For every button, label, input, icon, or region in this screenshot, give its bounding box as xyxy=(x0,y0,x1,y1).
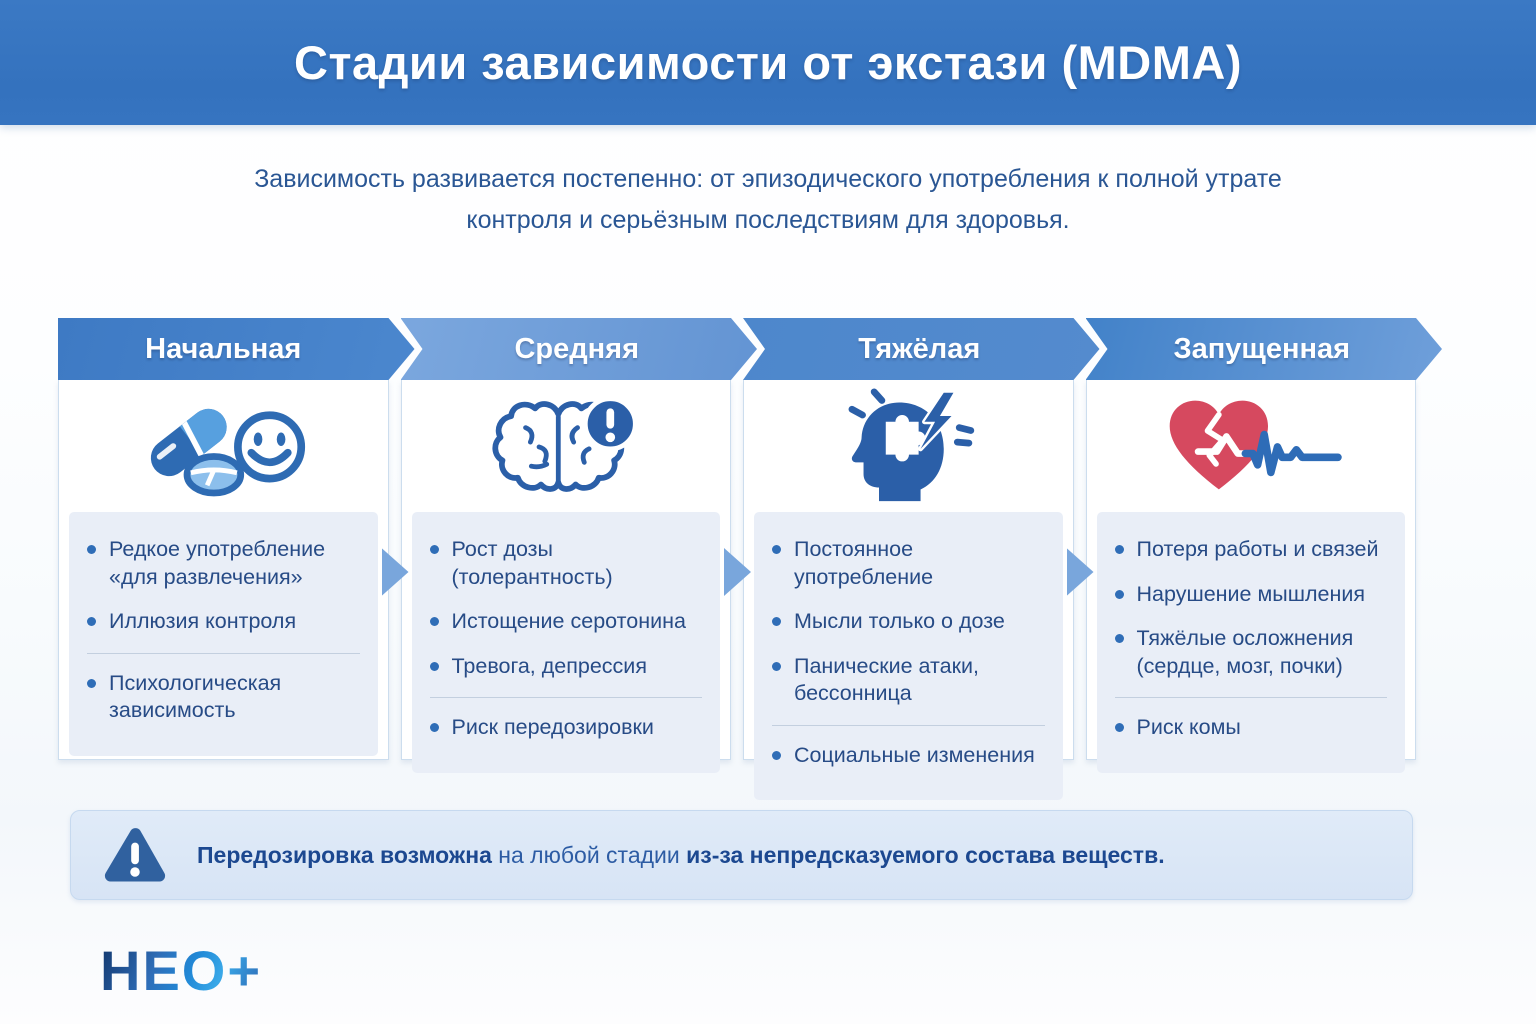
stage-header: Запущенная xyxy=(1086,318,1443,380)
symptom-text: Редкое употребление «для развлечения» xyxy=(109,537,326,589)
symptom-text: Рост дозы (толерантность) xyxy=(451,537,613,589)
symptom-item: Тяжёлые осложнения (сердце, мозг, почки) xyxy=(1114,625,1388,680)
intro-line-2: контроля и серьёзным последствиям для зд… xyxy=(466,205,1070,234)
bullet-dot xyxy=(1114,589,1124,599)
intro-text: Зависимость развивается постепенно: от э… xyxy=(168,159,1368,240)
stage-symptom-list: Редкое употребление «для развлечения» Илл… xyxy=(69,512,378,756)
bullet-dot xyxy=(772,750,781,760)
warning-text: Передозировка возможна на любой стадии и… xyxy=(197,842,1165,869)
symptom-item: Постоянное употребление xyxy=(772,536,1045,591)
warning-text-segment: из-за непредсказуемого состава веществ. xyxy=(686,841,1165,868)
warning-banner: Передозировка возможна на любой стадии и… xyxy=(70,810,1413,900)
symptom-item: Редкое употребление «для развлечения» xyxy=(87,536,360,591)
footer: НЕО+ xyxy=(100,938,1536,1003)
bullet-dot xyxy=(1114,723,1124,733)
symptom-text: Потеря работы и связей xyxy=(1136,537,1379,561)
bullet-dot xyxy=(429,661,439,671)
stage-card: Редкое употребление «для развлечения» Илл… xyxy=(58,380,389,760)
symptom-text: Панические атаки, бессонница xyxy=(794,653,979,706)
warning-triangle-icon xyxy=(101,824,169,886)
stage-column-4: Запущенная Потеря работы и связей Нарушен… xyxy=(1085,318,1417,773)
symptom-item: Мысли только о дозе xyxy=(772,608,1045,636)
symptom-item: Психологическая зависимость xyxy=(87,652,360,725)
broken-heart-ecg-icon xyxy=(1087,380,1416,510)
stage-name: Запущенная xyxy=(1173,332,1351,365)
stage-column-3: Тяжёлая Постоянное употребление Мысли тол… xyxy=(743,318,1074,801)
bullet-dot xyxy=(1114,634,1124,644)
symptom-text: Иллюзия контроля xyxy=(109,609,297,634)
symptom-item: Рост дозы (толерантность) xyxy=(429,536,703,591)
bullet-dot xyxy=(1114,545,1124,554)
stage-symptom-list: Потеря работы и связей Нарушение мышления… xyxy=(1096,512,1405,773)
stage-card: Рост дозы (толерантность) Истощение серот… xyxy=(400,380,731,773)
title-banner: Стадии зависимости от экстази (MDMA) xyxy=(0,0,1536,125)
bullet-dot xyxy=(772,545,781,554)
symptom-item: Тревога, депрессия xyxy=(429,653,703,681)
intro-line-1: Зависимость развивается постепенно: от э… xyxy=(254,165,1282,193)
symptom-item: Панические атаки, бессонница xyxy=(772,653,1045,708)
symptom-item: Иллюзия контроля xyxy=(87,608,360,636)
stage-column-1: Начальная Редкое употребление «для развл… xyxy=(58,318,389,760)
symptom-text: Социальные изменения xyxy=(794,742,1035,767)
symptom-text: Постоянное употребление xyxy=(794,537,934,589)
stage-name: Начальная xyxy=(145,332,302,365)
pills-smiley-icon xyxy=(59,380,388,510)
symptom-text: Тяжёлые осложнения (сердце, мозг, почки) xyxy=(1136,626,1354,678)
symptom-text: Риск передозировки xyxy=(451,715,654,740)
stages-row: Начальная Редкое употребление «для развл… xyxy=(58,318,1417,801)
stage-symptom-list: Рост дозы (толерантность) Истощение серот… xyxy=(411,512,720,773)
symptom-text: Тревога, депрессия xyxy=(451,653,647,678)
bullet-dot xyxy=(429,617,439,627)
head-lightning-icon xyxy=(744,380,1073,510)
symptom-item: Истощение серотонина xyxy=(429,608,703,636)
symptom-item: Потеря работы и связей xyxy=(1114,536,1388,564)
bullet-dot xyxy=(87,545,96,554)
symptom-item: Риск комы xyxy=(1114,697,1387,742)
symptom-text: Истощение серотонина xyxy=(451,609,686,634)
stage-name: Средняя xyxy=(514,332,640,365)
symptom-item: Социальные изменения xyxy=(772,724,1045,770)
warning-text-segment: Передозировка возможна xyxy=(197,841,492,868)
bullet-dot xyxy=(87,617,96,627)
symptom-text: Нарушение мышления xyxy=(1136,581,1365,606)
stage-card: Постоянное употребление Мысли только о до… xyxy=(743,380,1074,801)
stage-card: Потеря работы и связей Нарушение мышления… xyxy=(1085,380,1416,773)
symptom-text: Мысли только о дозе xyxy=(794,609,1005,634)
stage-name: Тяжёлая xyxy=(858,332,981,365)
bullet-dot xyxy=(772,661,781,671)
stage-symptom-list: Постоянное употребление Мысли только о до… xyxy=(754,512,1063,801)
symptom-item: Нарушение мышления xyxy=(1114,581,1388,609)
page-title: Стадии зависимости от экстази (MDMA) xyxy=(294,36,1242,89)
bullet-dot xyxy=(87,678,96,688)
stage-header: Средняя xyxy=(401,318,758,380)
bullet-dot xyxy=(429,545,439,554)
stage-column-2: Средняя Рост дозы (толерантность) Истощен… xyxy=(400,318,732,773)
brain-alert-icon xyxy=(402,380,731,510)
stage-header: Тяжёлая xyxy=(743,318,1100,380)
stage-header: Начальная xyxy=(58,318,415,380)
symptom-text: Психологическая зависимость xyxy=(109,670,282,723)
neo-plus-logo: НЕО+ xyxy=(100,939,263,1002)
bullet-dot xyxy=(772,617,781,627)
warning-text-segment: на любой стадии xyxy=(491,841,687,868)
symptom-item: Риск передозировки xyxy=(429,697,702,742)
symptom-text: Риск комы xyxy=(1136,715,1241,740)
bullet-dot xyxy=(429,723,439,733)
